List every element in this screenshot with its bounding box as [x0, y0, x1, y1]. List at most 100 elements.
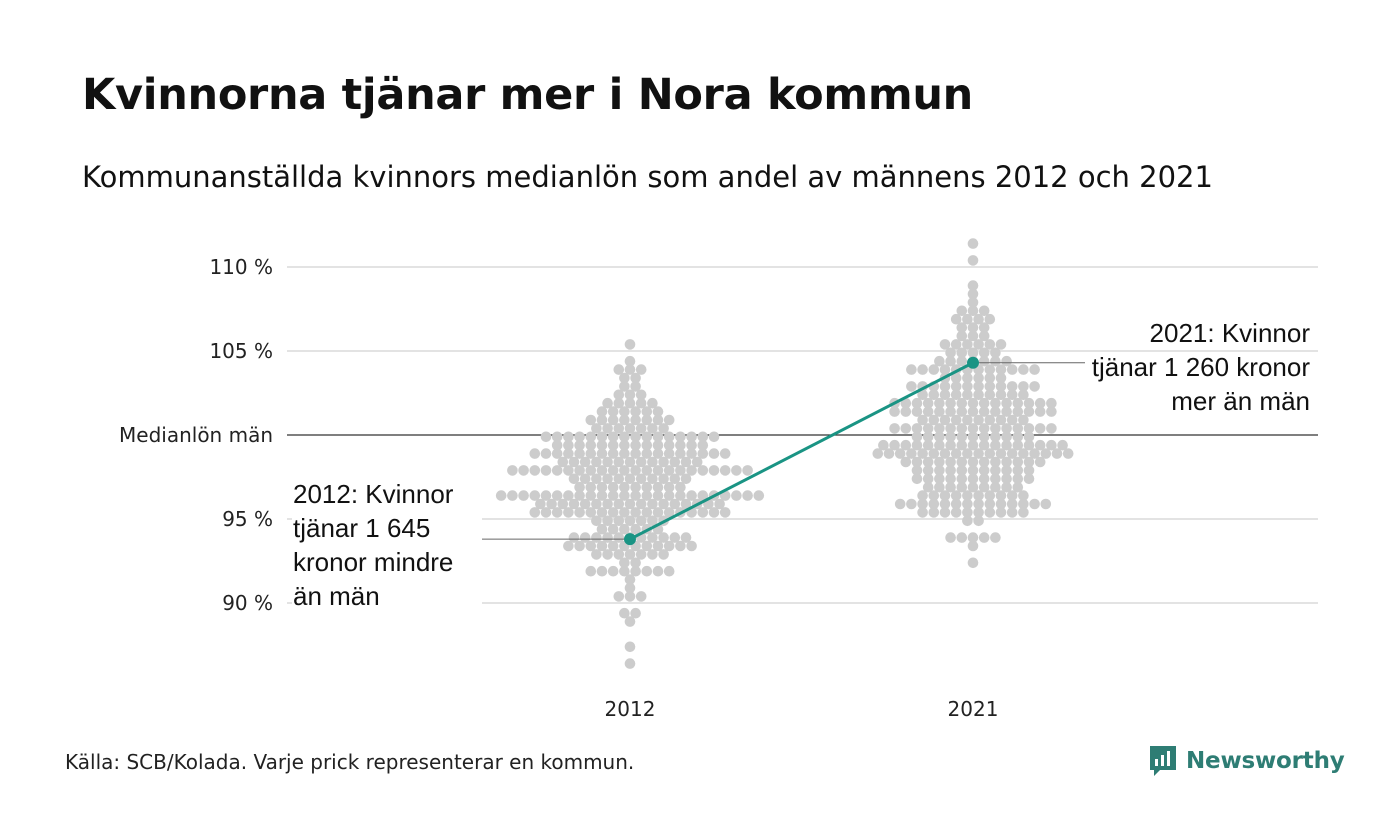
municipality-dot — [990, 439, 1001, 451]
municipality-dot — [663, 465, 675, 476]
annotation-2012-line: kronor mindre — [293, 547, 453, 577]
municipality-dot — [967, 439, 979, 451]
municipality-dot — [1001, 465, 1012, 476]
municipality-dot — [641, 507, 653, 518]
municipality-dot — [945, 532, 956, 543]
municipality-dot — [922, 481, 934, 493]
municipality-dot — [540, 465, 552, 476]
municipality-dot — [518, 465, 529, 476]
municipality-dot — [945, 481, 956, 493]
municipality-dot — [591, 456, 602, 468]
municipality-dot — [585, 507, 597, 518]
municipality-dot — [1023, 431, 1035, 443]
municipality-dot — [945, 397, 956, 409]
municipality-dot — [962, 339, 973, 350]
municipality-dot — [602, 515, 613, 527]
municipality-dot — [630, 490, 641, 501]
municipality-dot — [630, 523, 641, 535]
municipality-dot — [647, 549, 658, 560]
municipality-dot — [607, 565, 619, 577]
municipality-dot — [984, 364, 996, 375]
municipality-dot — [619, 448, 630, 459]
municipality-dot — [624, 473, 636, 485]
municipality-dot — [995, 372, 1007, 384]
municipality-dot — [686, 490, 697, 501]
municipality-dot — [1006, 498, 1018, 510]
municipality-dot — [686, 448, 697, 459]
municipality-dot — [990, 465, 1001, 476]
municipality-dot — [697, 448, 709, 459]
municipality-dot — [911, 439, 923, 451]
municipality-dot — [613, 364, 625, 375]
municipality-dot — [540, 507, 552, 518]
municipality-dot — [973, 414, 984, 426]
municipality-dot — [973, 372, 984, 384]
municipality-dot — [652, 465, 664, 476]
municipality-dot — [568, 473, 580, 485]
municipality-dot — [591, 515, 602, 527]
municipality-dot — [630, 381, 641, 392]
beeswarm-chart: 90 % 95 % Medianlön män 105 % 110 % 2012 2021… — [119, 238, 1318, 721]
municipality-dot — [613, 389, 625, 401]
municipality-dot — [967, 540, 979, 552]
municipality-dot — [708, 507, 720, 518]
municipality-dot — [1046, 406, 1057, 417]
municipality-dot — [658, 456, 669, 468]
municipality-dot — [579, 473, 591, 485]
municipality-dot — [1006, 414, 1018, 426]
municipality-dot — [962, 414, 973, 426]
municipality-dot — [1018, 507, 1029, 518]
annotation-2012-line: 2012: Kvinnor — [293, 479, 454, 509]
municipality-dot — [911, 406, 923, 417]
x-tick-label: 2012 — [605, 697, 656, 721]
municipality-dot — [995, 381, 1007, 392]
municipality-dot — [1029, 498, 1040, 510]
municipality-dot — [984, 490, 996, 501]
municipality-dot — [962, 389, 973, 401]
brand[interactable]: Newsworthy — [1148, 744, 1345, 778]
municipality-dot — [967, 297, 979, 308]
municipality-dot — [663, 565, 675, 577]
municipality-dot — [551, 507, 563, 518]
municipality-dot — [663, 481, 675, 493]
municipality-dot — [973, 507, 984, 518]
municipality-dot — [1012, 431, 1024, 443]
annotation-2021-line: mer än män — [1171, 386, 1310, 416]
municipality-dot — [647, 515, 658, 527]
municipality-dot — [945, 473, 956, 485]
municipality-dot — [658, 423, 669, 434]
municipality-dot — [663, 414, 675, 426]
municipality-dot — [945, 423, 956, 434]
municipality-dot — [1001, 473, 1012, 485]
municipality-dot — [928, 490, 940, 501]
municipality-dot — [540, 431, 552, 443]
municipality-dot — [922, 439, 934, 451]
municipality-dot — [990, 532, 1001, 543]
municipality-dot — [607, 507, 619, 518]
municipality-dot — [697, 431, 709, 443]
municipality-dot — [602, 397, 613, 409]
municipality-dot — [962, 381, 973, 392]
municipality-dot — [585, 490, 597, 501]
municipality-dot — [607, 431, 619, 443]
municipality-dot — [613, 423, 625, 434]
municipality-dot — [585, 448, 597, 459]
municipality-dot — [900, 423, 912, 434]
municipality-dot — [647, 473, 658, 485]
municipality-dot — [917, 448, 928, 459]
municipality-dot — [934, 456, 945, 468]
municipality-dot — [697, 490, 709, 501]
municipality-dot — [563, 507, 574, 518]
municipality-dot — [978, 481, 990, 493]
municipality-dot — [635, 397, 647, 409]
municipality-dot — [563, 540, 574, 552]
municipality-dot — [939, 339, 951, 350]
municipality-dot — [585, 565, 597, 577]
municipality-dot — [607, 414, 619, 426]
municipality-dot — [934, 431, 945, 443]
municipality-dot — [967, 465, 979, 476]
municipality-dot — [568, 498, 580, 510]
municipality-dot — [635, 498, 647, 510]
municipality-dot — [900, 406, 912, 417]
municipality-dot — [507, 490, 518, 501]
